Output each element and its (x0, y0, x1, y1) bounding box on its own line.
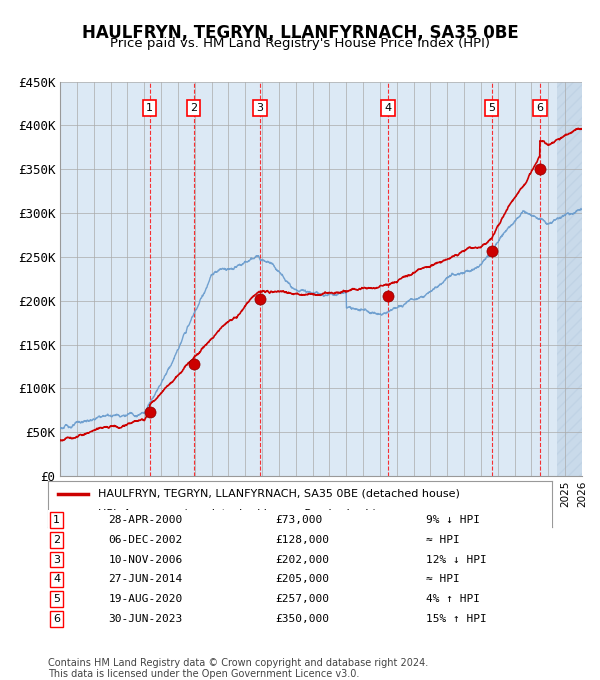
Text: 6: 6 (536, 103, 543, 113)
Text: ≈ HPI: ≈ HPI (426, 534, 460, 545)
Text: 10-NOV-2006: 10-NOV-2006 (109, 555, 183, 564)
Text: This data is licensed under the Open Government Licence v3.0.: This data is licensed under the Open Gov… (48, 669, 359, 679)
Text: 15% ↑ HPI: 15% ↑ HPI (426, 614, 487, 624)
Text: £73,000: £73,000 (275, 515, 322, 525)
Text: 2: 2 (190, 103, 197, 113)
Text: 4% ↑ HPI: 4% ↑ HPI (426, 594, 480, 605)
Text: 30-JUN-2023: 30-JUN-2023 (109, 614, 183, 624)
Text: 5: 5 (53, 594, 60, 605)
Text: 3: 3 (53, 555, 60, 564)
Text: £205,000: £205,000 (275, 575, 329, 584)
Text: 12% ↓ HPI: 12% ↓ HPI (426, 555, 487, 564)
Text: HAULFRYN, TEGRYN, LLANFYRNACH, SA35 0BE: HAULFRYN, TEGRYN, LLANFYRNACH, SA35 0BE (82, 24, 518, 41)
Text: Contains HM Land Registry data © Crown copyright and database right 2024.: Contains HM Land Registry data © Crown c… (48, 658, 428, 668)
Text: 9% ↓ HPI: 9% ↓ HPI (426, 515, 480, 525)
Text: 4: 4 (53, 575, 60, 584)
Text: ≈ HPI: ≈ HPI (426, 575, 460, 584)
Text: 6: 6 (53, 614, 60, 624)
Text: 19-AUG-2020: 19-AUG-2020 (109, 594, 183, 605)
Text: 5: 5 (488, 103, 495, 113)
Text: £257,000: £257,000 (275, 594, 329, 605)
Text: 28-APR-2000: 28-APR-2000 (109, 515, 183, 525)
Text: 3: 3 (256, 103, 263, 113)
Text: 4: 4 (385, 103, 392, 113)
Text: £350,000: £350,000 (275, 614, 329, 624)
Text: HPI: Average price, detached house, Pembrokeshire: HPI: Average price, detached house, Pemb… (98, 509, 387, 519)
Text: HAULFRYN, TEGRYN, LLANFYRNACH, SA35 0BE (detached house): HAULFRYN, TEGRYN, LLANFYRNACH, SA35 0BE … (98, 489, 460, 498)
Text: 27-JUN-2014: 27-JUN-2014 (109, 575, 183, 584)
Text: Price paid vs. HM Land Registry's House Price Index (HPI): Price paid vs. HM Land Registry's House … (110, 37, 490, 50)
Text: £128,000: £128,000 (275, 534, 329, 545)
Text: 1: 1 (53, 515, 60, 525)
Text: 1: 1 (146, 103, 153, 113)
Text: 2: 2 (53, 534, 60, 545)
Text: £202,000: £202,000 (275, 555, 329, 564)
Text: 06-DEC-2002: 06-DEC-2002 (109, 534, 183, 545)
Bar (557, 82, 582, 476)
